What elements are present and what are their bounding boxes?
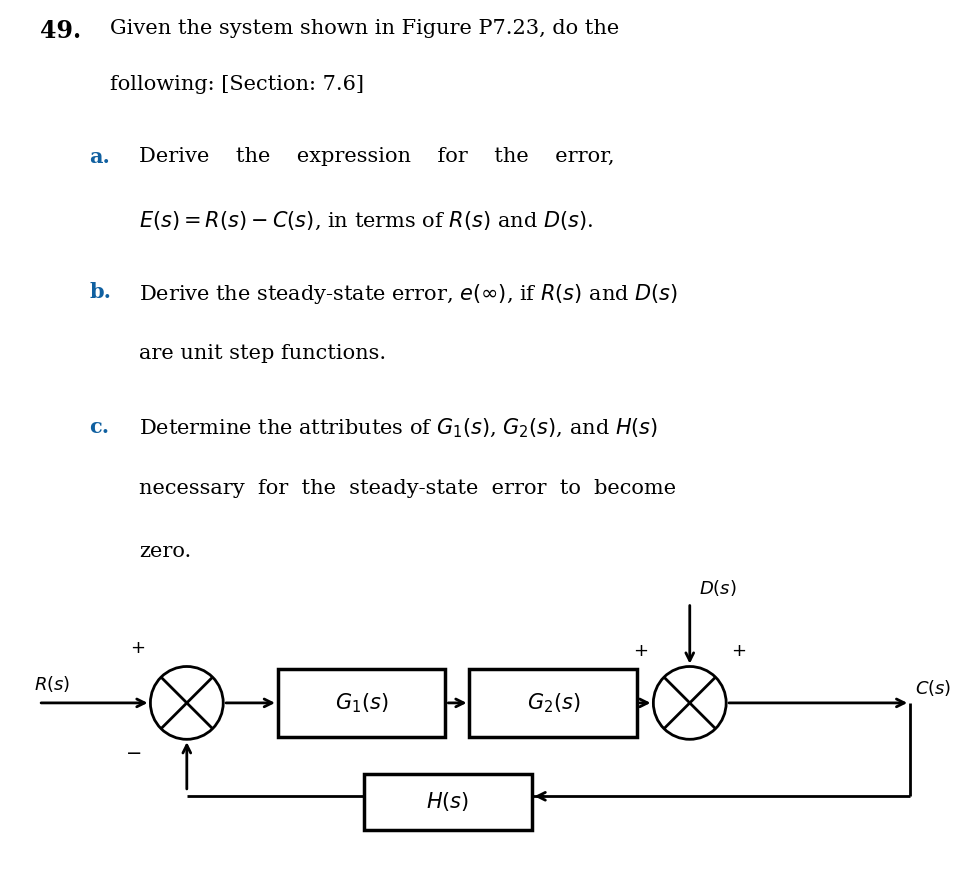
Text: +: + [731,641,746,660]
Text: $E(s) = R(s) - C(s)$, in terms of $R(s)$ and $D(s)$.: $E(s) = R(s) - C(s)$, in terms of $R(s)$… [139,209,593,232]
Text: Given the system shown in Figure P7.23, do the: Given the system shown in Figure P7.23, … [110,19,620,39]
Text: are unit step functions.: are unit step functions. [139,344,386,364]
Text: +: + [130,639,146,657]
Text: $H(s)$: $H(s)$ [426,790,469,814]
Bar [364,774,532,830]
Text: c.: c. [89,417,109,437]
Text: $D(s)$: $D(s)$ [699,578,737,598]
Text: necessary  for  the  steady-state  error  to  become: necessary for the steady-state error to … [139,479,676,498]
Text: a.: a. [89,147,110,167]
Text: 49.: 49. [40,19,81,43]
Text: following: [Section: 7.6]: following: [Section: 7.6] [110,74,364,94]
Text: $R(s)$: $R(s)$ [34,674,70,694]
Text: −: − [126,744,143,763]
Text: $G_2(s)$: $G_2(s)$ [527,691,580,715]
Text: +: + [633,641,649,660]
Text: $C(s)$: $C(s)$ [915,678,951,698]
Text: $G_1(s)$: $G_1(s)$ [335,691,388,715]
Text: b.: b. [89,282,111,302]
Bar [278,668,445,737]
Text: Derive    the    expression    for    the    error,: Derive the expression for the error, [139,147,614,166]
Bar [469,668,637,737]
Text: Determine the attributes of $G_1(s)$, $G_2(s)$, and $H(s)$: Determine the attributes of $G_1(s)$, $G… [139,417,658,440]
Text: Derive the steady-state error, $e(\infty)$, if $R(s)$ and $D(s)$: Derive the steady-state error, $e(\infty… [139,282,678,306]
Text: zero.: zero. [139,542,192,561]
